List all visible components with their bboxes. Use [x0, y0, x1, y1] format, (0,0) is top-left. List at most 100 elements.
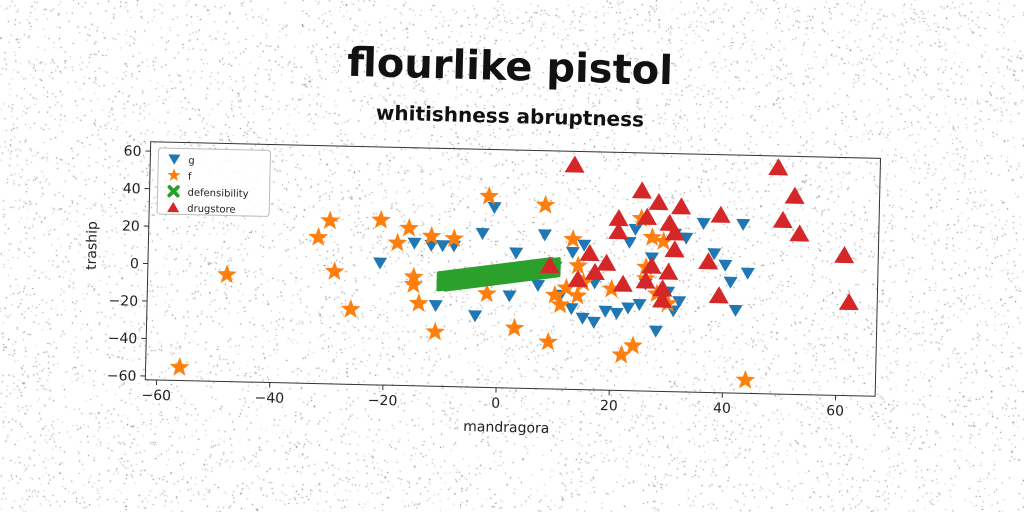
g-point — [622, 236, 637, 249]
g-point — [628, 223, 643, 236]
legend-label: defensibility — [187, 188, 248, 200]
drugstore-point — [768, 158, 789, 176]
f-point — [544, 284, 565, 304]
y-axis: −60 −40 −20 0 20 40 60 — [107, 144, 151, 385]
drugstore-point — [710, 205, 731, 223]
x-tick-label: 60 — [826, 403, 844, 419]
x-axis: −60 −40 −20 0 20 40 60 — [141, 379, 844, 420]
x-tick-label: 40 — [713, 401, 731, 417]
data-marks — [169, 155, 859, 389]
drugstore-point — [567, 269, 588, 288]
legend-marker — [167, 185, 180, 198]
drugstore-point — [664, 223, 685, 241]
f-point — [444, 228, 465, 248]
drugstore-point — [698, 252, 719, 270]
y-tick-label: 20 — [122, 218, 140, 234]
g-point — [672, 296, 687, 309]
f-point — [324, 261, 345, 281]
drugstore-point — [834, 245, 855, 264]
f-point — [340, 299, 361, 318]
y-tick-label: −20 — [108, 293, 138, 310]
g-point — [609, 307, 624, 320]
drugstore-point — [658, 262, 679, 280]
drugstore-point — [596, 253, 617, 271]
g-point — [621, 302, 636, 315]
f-point — [504, 317, 525, 337]
f-point — [371, 209, 391, 229]
drugstore-point — [708, 286, 729, 304]
f-point — [425, 321, 445, 341]
drugstore-point — [579, 243, 600, 262]
legend-marker — [167, 201, 180, 213]
drugstore-point — [631, 181, 652, 199]
f-point — [477, 283, 497, 303]
x-tick-label: −40 — [254, 390, 284, 407]
g-point — [509, 247, 524, 260]
drugstore-point — [608, 222, 629, 240]
f-point — [387, 232, 408, 252]
f-point — [653, 231, 674, 251]
f-point — [735, 369, 756, 389]
g-point — [648, 325, 663, 338]
g-point — [707, 248, 722, 261]
g-point — [468, 310, 483, 323]
drugstore-point — [838, 292, 859, 311]
y-axis-label: traship — [84, 221, 101, 270]
f-point — [479, 185, 500, 205]
g-point — [598, 305, 613, 318]
drugstore-point — [789, 224, 810, 242]
f-point — [408, 293, 429, 312]
g-point — [632, 298, 647, 311]
g-point — [407, 237, 422, 250]
y-tick-label: 0 — [130, 256, 139, 272]
g-point — [435, 240, 450, 253]
f-point — [538, 331, 558, 351]
f-point — [567, 285, 588, 305]
drugstore-point — [671, 197, 692, 215]
drugstore-point — [612, 274, 633, 292]
legend-label: g — [188, 156, 195, 167]
plot-area: −60 −40 −20 0 20 40 60 −60 −40 −20 0 20 40 60 gf defe… — [84, 141, 882, 437]
f-point — [563, 229, 583, 249]
f-point — [556, 277, 577, 297]
legend-marker — [167, 168, 181, 181]
drugstore-point — [664, 240, 685, 258]
g-point — [586, 316, 601, 329]
g-point — [723, 276, 738, 289]
f-point — [623, 335, 643, 355]
f-point — [403, 274, 424, 294]
g-point — [575, 312, 590, 325]
y-tick-label: 40 — [123, 181, 141, 197]
x-tick-label: −20 — [368, 393, 398, 410]
g-point — [487, 201, 502, 214]
drugstore-point — [648, 193, 669, 211]
legend-box — [156, 147, 271, 217]
x-tick-label: −60 — [141, 388, 171, 405]
x-axis-label: mandragora — [463, 419, 549, 437]
g-point — [728, 304, 743, 317]
g-point — [718, 259, 733, 272]
f-point — [601, 278, 622, 298]
legend-label: drugstore — [187, 204, 236, 216]
f-point — [169, 356, 190, 376]
drugstore-point — [652, 279, 673, 297]
x-tick-label: 0 — [491, 396, 500, 412]
g-point — [373, 257, 388, 270]
chart-title: flourlike pistol — [347, 40, 674, 95]
g-point — [502, 290, 517, 303]
f-point — [535, 194, 556, 214]
drugstore-point — [539, 256, 560, 274]
legend: gf defensibility drugstore — [156, 147, 271, 217]
f-point — [399, 217, 420, 237]
g-point — [577, 239, 592, 252]
chart-subtitle: whitishness abruptness — [376, 100, 645, 131]
legend-marker — [168, 154, 181, 165]
drugstore-point — [608, 209, 629, 227]
drugstore-point — [652, 290, 673, 308]
y-tick-label: −60 — [107, 368, 137, 385]
g-point — [565, 246, 580, 259]
drugstore-point — [564, 155, 585, 173]
f-point — [320, 210, 340, 230]
drugstore-point — [635, 271, 656, 289]
